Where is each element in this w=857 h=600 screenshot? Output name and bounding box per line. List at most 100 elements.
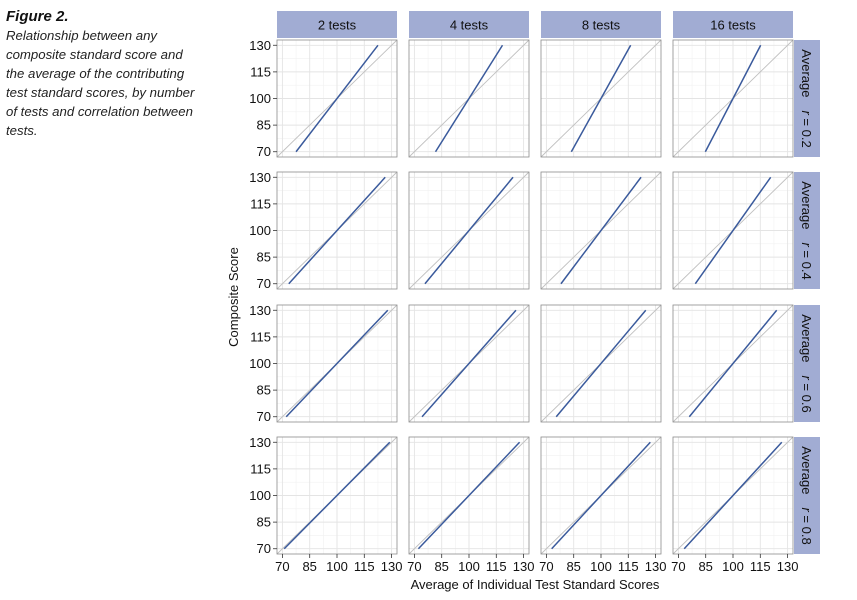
x-tick-label: 115 (750, 559, 771, 574)
panel-border (408, 304, 530, 423)
panel-border (540, 304, 662, 423)
figure-caption-text: Relationship between any composite stand… (6, 28, 195, 138)
composite-score-line (434, 44, 504, 153)
x-tick-label: 85 (566, 559, 580, 574)
x-tick-label: 85 (698, 559, 712, 574)
facet-row-r-symbol: r (799, 242, 814, 247)
y-tick-label: 100 (249, 223, 271, 238)
x-tick-label: 85 (434, 559, 448, 574)
x-tick-label: 115 (486, 559, 507, 574)
y-axis-title: Composite Score (226, 247, 241, 347)
facet-row-label: Average r = 0.8 (799, 446, 814, 544)
facet-panel (672, 304, 794, 423)
y-tick-label: 130 (249, 170, 271, 185)
y-tick-label: 70 (257, 276, 271, 291)
facet-row-label: Average r = 0.6 (799, 314, 814, 412)
facet-column-strip (409, 11, 529, 38)
facet-row-label: Average r = 0.4 (799, 181, 814, 279)
y-tick-label: 85 (257, 383, 271, 398)
composite-score-line (555, 309, 647, 418)
facet-row-strip (794, 172, 820, 289)
figure-caption: Figure 2. Relationship between any compo… (6, 8, 201, 140)
y-tick-label: 130 (249, 38, 271, 53)
y-tick-label: 70 (257, 541, 271, 556)
x-tick-label: 130 (381, 559, 403, 574)
composite-score-line (688, 309, 778, 418)
x-axis-title: Average of Individual Test Standard Scor… (411, 577, 660, 592)
y-tick-label: 85 (257, 515, 271, 530)
x-tick-label: 100 (326, 559, 348, 574)
y-tick-label: 100 (249, 488, 271, 503)
x-tick-label: 70 (539, 559, 553, 574)
facet-row-suffix: = 0.8 (799, 512, 814, 545)
facet-panel (276, 39, 398, 158)
x-tick-label: 70 (275, 559, 289, 574)
facet-row-r-symbol: r (799, 375, 814, 380)
composite-score-line (551, 441, 651, 550)
x-tick-label: 100 (722, 559, 744, 574)
panel-border (672, 39, 794, 158)
facet-column-strip (673, 11, 793, 38)
facet-panel (540, 304, 662, 423)
facet-row-prefix: Average (799, 446, 814, 507)
panel-border (540, 171, 662, 290)
composite-score-line (694, 176, 772, 285)
composite-score-line (295, 44, 379, 153)
facet-row-prefix: Average (799, 49, 814, 110)
y-tick-label: 100 (249, 356, 271, 371)
x-tick-label: 85 (302, 559, 316, 574)
x-tick-label: 70 (671, 559, 685, 574)
facet-column-strip (541, 11, 661, 38)
panel-border (408, 39, 530, 158)
facet-column-label: 4 tests (450, 18, 489, 33)
facet-row-strip (794, 40, 820, 157)
y-tick-label: 100 (249, 91, 271, 106)
panel-border (672, 171, 794, 290)
y-tick-label: 70 (257, 144, 271, 159)
facet-column-label: 16 tests (710, 18, 756, 33)
facet-panel (540, 171, 662, 290)
y-tick-label: 70 (257, 409, 271, 424)
facet-row-strip (794, 305, 820, 422)
facet-row-strip (794, 437, 820, 554)
facet-row-r-symbol: r (799, 507, 814, 512)
composite-score-line (560, 176, 642, 285)
x-tick-label: 130 (645, 559, 667, 574)
y-tick-label: 115 (250, 329, 271, 344)
composite-score-line (704, 44, 762, 153)
facet-row-prefix: Average (799, 181, 814, 242)
figure-label: Figure 2. (6, 8, 69, 25)
facet-column-label: 2 tests (318, 18, 357, 33)
x-tick-label: 115 (354, 559, 375, 574)
composite-score-line (570, 44, 632, 153)
y-tick-label: 115 (250, 64, 271, 79)
y-tick-label: 130 (249, 303, 271, 318)
composite-score-line (285, 309, 389, 418)
facet-panel (540, 39, 662, 158)
facet-column-label: 8 tests (582, 18, 621, 33)
composite-score-line (421, 309, 517, 418)
x-tick-label: 130 (777, 559, 799, 574)
composite-score-line (424, 176, 514, 285)
x-tick-label: 70 (407, 559, 421, 574)
facet-column-strip (277, 11, 397, 38)
x-tick-label: 115 (618, 559, 639, 574)
y-tick-label: 130 (249, 435, 271, 450)
y-tick-label: 85 (257, 250, 271, 265)
composite-score-line (417, 441, 521, 550)
composite-score-line (288, 176, 386, 285)
y-tick-label: 115 (250, 461, 271, 476)
x-tick-label: 130 (513, 559, 535, 574)
y-tick-label: 115 (250, 196, 271, 211)
panel-border (408, 171, 530, 290)
panel-border (672, 304, 794, 423)
facet-row-prefix: Average (799, 314, 814, 375)
y-tick-label: 85 (257, 118, 271, 133)
facet-row-label: Average r = 0.2 (799, 49, 814, 147)
facet-row-suffix: = 0.6 (799, 380, 814, 413)
facet-row-r-symbol: r (799, 110, 814, 115)
facet-row-suffix: = 0.2 (799, 115, 814, 148)
panel-border (540, 39, 662, 158)
facet-row-suffix: = 0.4 (799, 247, 814, 280)
